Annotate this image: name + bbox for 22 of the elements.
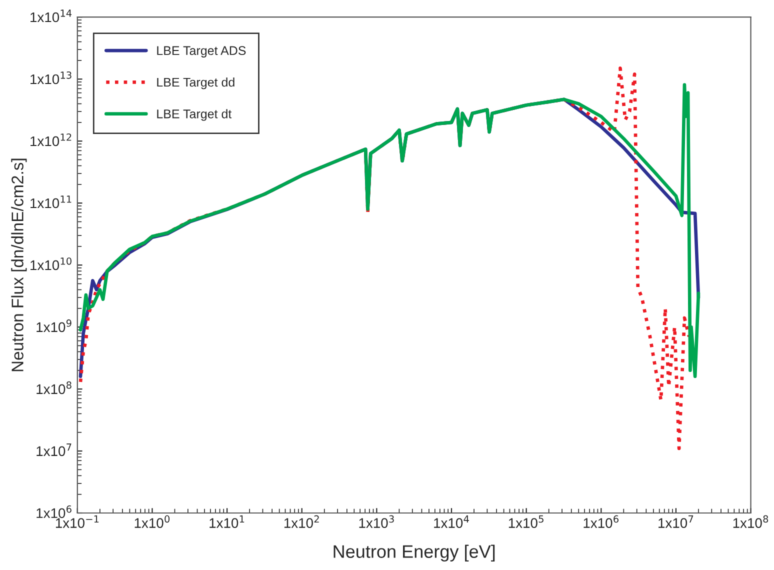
x-tick-label: 1x10$^{8}$ [733, 515, 768, 528]
x-tick-label: 1x10$^{2}$ [284, 515, 319, 528]
x-tick-label: 1x10$^{4}$ [434, 515, 469, 528]
x-tick-label: 1x10$^{0}$ [134, 515, 170, 528]
y-tick-label: 1x10$^{7}$ [36, 444, 72, 456]
x-tick-label: 1x10$^{3}$ [359, 515, 394, 528]
y-tick-label: 1x10$^{12}$ [30, 133, 72, 146]
y-tick-label: 1x10$^{8}$ [36, 381, 72, 394]
x-tick-label: 1x10$^{5}$ [508, 515, 544, 528]
y-axis-title: Neutron Flux [dn/dlnE/cm2.s] [11, 158, 27, 372]
x-axis-title: Neutron Energy [eV] [334, 544, 495, 562]
legend-label: LBE Target ADS [157, 46, 246, 58]
y-tick-label: 1x10$^{10}$ [30, 257, 72, 270]
legend-label: LBE Target dt [157, 109, 232, 121]
legend-label: LBE Target dd [157, 78, 234, 90]
x-tick-label: 1x10$^{6}$ [584, 515, 618, 528]
x-tick-label: 1x10$^{1}$ [210, 515, 244, 528]
y-tick-label: 1x10$^{14}$ [30, 10, 72, 22]
y-tick-label: 1x10$^{9}$ [36, 319, 72, 332]
y-tick-label: 1x10$^{13}$ [30, 71, 72, 84]
y-tick-label: 1x10$^{11}$ [30, 196, 72, 208]
x-tick-label: 1x10$^{7}$ [658, 515, 694, 528]
